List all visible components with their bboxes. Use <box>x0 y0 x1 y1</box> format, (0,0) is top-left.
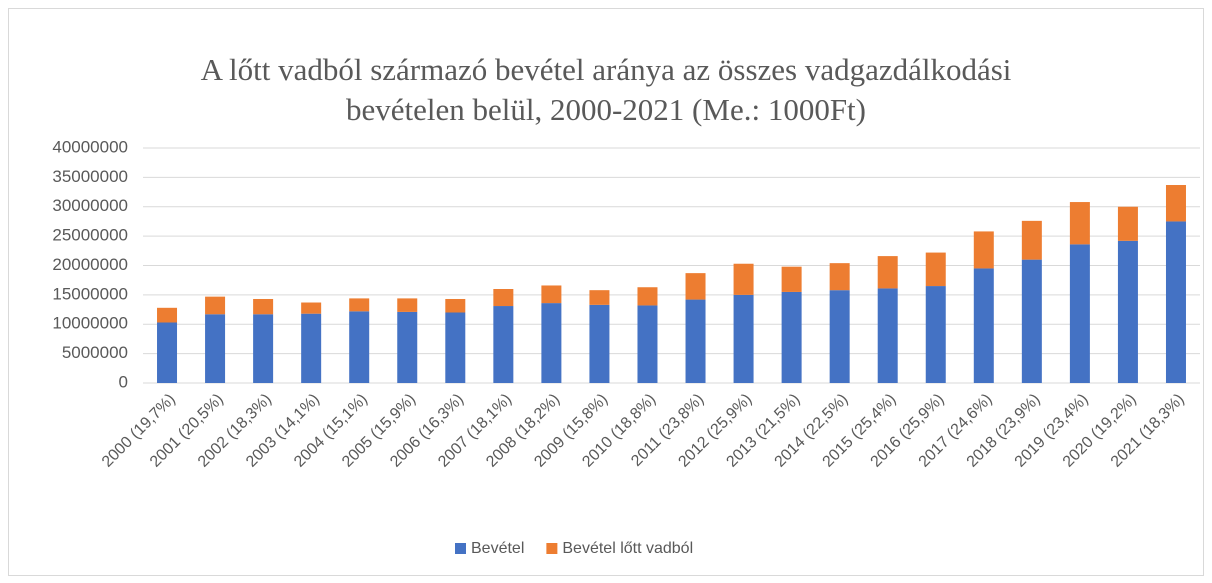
bar-segment <box>925 252 946 287</box>
bar-segment <box>349 298 370 312</box>
chart-frame <box>8 8 1204 576</box>
y-tick-label: 10000000 <box>52 314 128 333</box>
y-tick-label: 15000000 <box>52 284 128 303</box>
bar-segment <box>829 263 850 291</box>
bar-segment <box>781 266 802 292</box>
bar-segment <box>637 305 658 383</box>
bar-segment <box>541 285 562 304</box>
bar-segment <box>781 291 802 383</box>
bar-segment <box>349 311 370 383</box>
bar-segment <box>157 307 178 323</box>
bar-segment <box>973 231 994 269</box>
bar-segment <box>541 303 562 383</box>
bar-segment <box>973 268 994 383</box>
y-tick-label: 30000000 <box>52 196 128 215</box>
bar-segment <box>1117 240 1138 383</box>
bar-segment <box>1021 220 1042 260</box>
bar-segment <box>1165 221 1186 383</box>
bar-segment <box>445 312 466 383</box>
bar-segment <box>589 304 610 383</box>
y-tick-label: 0 <box>119 372 128 391</box>
bar-segment <box>301 302 322 314</box>
bar-segment <box>685 273 706 300</box>
legend-swatch <box>455 543 466 554</box>
bar-segment <box>1069 244 1090 383</box>
bar-segment <box>301 313 322 383</box>
bar-segment <box>445 298 466 313</box>
bar-segment <box>493 289 514 307</box>
bar-segment <box>253 314 274 383</box>
y-tick-label: 25000000 <box>52 226 128 245</box>
bar-segment <box>589 290 610 305</box>
bar-segment <box>733 294 754 383</box>
bar-segment <box>493 306 514 383</box>
bar-segment <box>157 322 178 383</box>
bar-segment <box>1165 185 1186 222</box>
chart-title: A lőtt vadból származó bevétel aránya az… <box>200 52 1012 127</box>
bar-segment <box>397 298 418 312</box>
bar-segment <box>877 288 898 383</box>
legend-label: Bevétel lőtt vadból <box>562 540 693 557</box>
bar-segment <box>829 290 850 383</box>
y-tick-label: 5000000 <box>62 343 128 362</box>
bar-segment <box>1117 206 1138 241</box>
bar-segment <box>253 298 274 315</box>
bar-segment <box>1069 202 1090 245</box>
bar-segment <box>205 314 226 383</box>
bar-segment <box>637 287 658 306</box>
bar-segment <box>685 299 706 383</box>
bar-segment <box>397 311 418 383</box>
bar-segment <box>877 256 898 289</box>
bar-segment <box>925 286 946 383</box>
bar-segment <box>205 296 226 315</box>
y-tick-label: 35000000 <box>52 167 128 186</box>
bar-segment <box>733 263 754 295</box>
bar-segment <box>1021 259 1042 383</box>
legend-swatch <box>546 543 558 554</box>
y-tick-label: 40000000 <box>52 137 128 156</box>
y-tick-label: 20000000 <box>52 255 128 274</box>
legend-label: Bevétel <box>471 540 524 557</box>
